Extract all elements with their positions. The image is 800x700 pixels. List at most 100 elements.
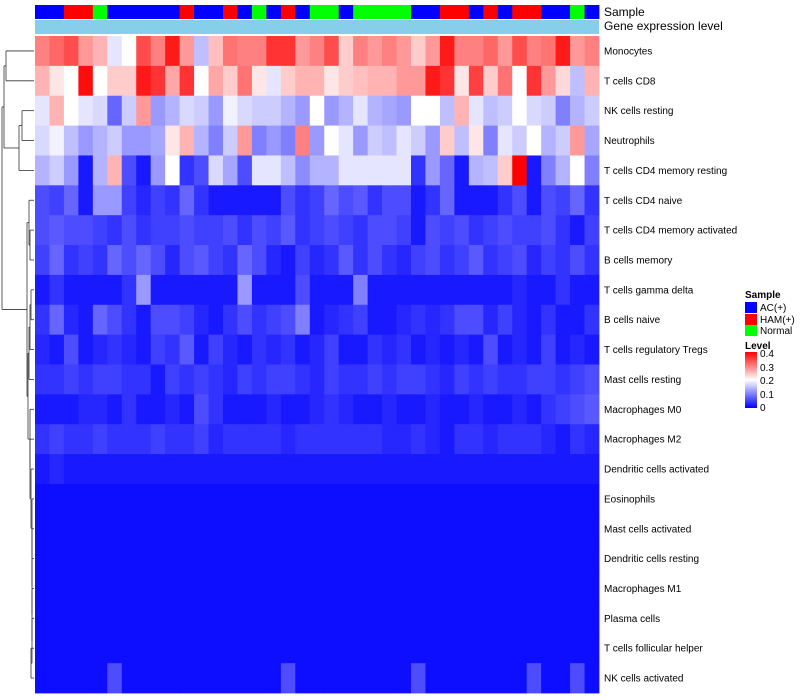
- heatmap-cell: [251, 125, 267, 156]
- heatmap-cell: [237, 663, 253, 694]
- heatmap-cell: [425, 334, 441, 365]
- heatmap-cell: [396, 125, 412, 156]
- heatmap-cell: [179, 543, 195, 574]
- heatmap-cell: [396, 334, 412, 365]
- heatmap-cell: [92, 633, 108, 664]
- heatmap-cell: [92, 483, 108, 515]
- heatmap-cell: [223, 573, 238, 604]
- heatmap-cell: [367, 454, 383, 485]
- sample-anno-cell: [439, 5, 455, 19]
- heatmap-cell: [49, 95, 65, 126]
- heatmap-cell: [541, 454, 557, 485]
- heatmap-cell: [425, 573, 441, 604]
- heatmap-cell: [526, 663, 542, 694]
- heatmap-cell: [468, 424, 484, 455]
- heatmap-cell: [150, 334, 166, 365]
- heatmap-cell: [295, 513, 311, 545]
- heatmap-cell: [396, 304, 412, 336]
- heatmap-cell: [49, 424, 65, 455]
- heatmap-cell: [49, 633, 65, 664]
- heatmap-cell: [570, 125, 585, 156]
- heatmap-cell: [35, 245, 50, 276]
- heatmap-cell: [63, 364, 79, 395]
- heatmap-cell: [266, 483, 282, 515]
- heatmap-cell: [367, 394, 383, 425]
- heatmap-cell: [280, 95, 296, 126]
- heatmap-cell: [454, 65, 470, 97]
- heatmap-cell: [49, 663, 65, 694]
- heatmap-cell: [468, 274, 484, 306]
- heatmap-cell: [353, 364, 369, 395]
- heatmap-cell: [49, 215, 65, 246]
- heatmap-cell: [266, 513, 282, 545]
- row-label: B cells memory: [604, 255, 672, 266]
- heatmap-cell: [165, 215, 181, 246]
- heatmap-cell: [584, 245, 600, 276]
- heatmap-cell: [223, 483, 238, 515]
- heatmap-cell: [35, 304, 50, 336]
- heatmap-cell: [483, 364, 499, 395]
- heatmap-cell: [512, 274, 528, 306]
- heatmap-cell: [280, 454, 296, 485]
- level-tick-3: 0.1: [760, 390, 774, 401]
- heatmap-cell: [338, 245, 354, 276]
- heatmap-cell: [584, 454, 600, 485]
- heatmap-cell: [150, 274, 166, 306]
- heatmap-cell: [63, 603, 79, 634]
- heatmap-cell: [49, 454, 65, 485]
- heatmap-cell: [179, 394, 195, 425]
- heatmap-cell: [237, 334, 253, 365]
- heatmap-cell: [237, 513, 253, 545]
- heatmap-cell: [454, 424, 470, 455]
- heatmap-cell: [165, 454, 181, 485]
- sample-anno-cell: [295, 5, 311, 19]
- heatmap-cell: [309, 334, 325, 365]
- heatmap-cell: [584, 65, 600, 97]
- heatmap-cell: [324, 36, 340, 67]
- heatmap-cell: [208, 603, 224, 634]
- heatmap-cell: [468, 95, 484, 126]
- heatmap-cell: [526, 245, 542, 276]
- heatmap-cell: [353, 633, 369, 664]
- heatmap-cell: [136, 125, 152, 156]
- heatmap-cell: [382, 454, 397, 485]
- heatmap-cell: [570, 543, 585, 574]
- heatmap-cell: [136, 513, 152, 545]
- heatmap-cell: [280, 274, 296, 306]
- heatmap-cell: [136, 543, 152, 574]
- heatmap-cell: [468, 603, 484, 634]
- heatmap-cell: [179, 215, 195, 246]
- heatmap-cell: [280, 424, 296, 455]
- heatmap-cell: [237, 394, 253, 425]
- heatmap-cell: [78, 424, 94, 455]
- heatmap-cell: [280, 334, 296, 365]
- heatmap-cell: [411, 454, 426, 485]
- heatmap-cell: [266, 65, 282, 97]
- heatmap-cell: [541, 394, 557, 425]
- heatmap-cell: [483, 633, 499, 664]
- heatmap-cell: [194, 603, 209, 634]
- gene-expression-annotation-bar: [35, 20, 599, 34]
- heatmap-cell: [49, 274, 65, 306]
- heatmap-cell: [497, 245, 513, 276]
- heatmap-cell: [208, 245, 224, 276]
- heatmap-cell: [367, 573, 383, 604]
- heatmap-cell: [194, 36, 209, 67]
- heatmap-cell: [497, 155, 513, 186]
- heatmap-cell: [251, 364, 267, 395]
- heatmap-cell: [208, 185, 224, 216]
- heatmap-cell: [497, 274, 513, 306]
- heatmap-cell: [541, 185, 557, 216]
- heatmap-cell: [92, 454, 108, 485]
- heatmap-cell: [353, 245, 369, 276]
- heatmap-cell: [92, 334, 108, 365]
- heatmap-cell: [165, 483, 181, 515]
- heatmap-cell: [353, 543, 369, 574]
- heatmap-cell: [309, 36, 325, 67]
- heatmap-cell: [107, 36, 123, 67]
- heatmap-cell: [396, 274, 412, 306]
- heatmap-cell: [526, 603, 542, 634]
- heatmap-cell: [483, 65, 499, 97]
- heatmap-cell: [237, 215, 253, 246]
- heatmap-cell: [208, 304, 224, 336]
